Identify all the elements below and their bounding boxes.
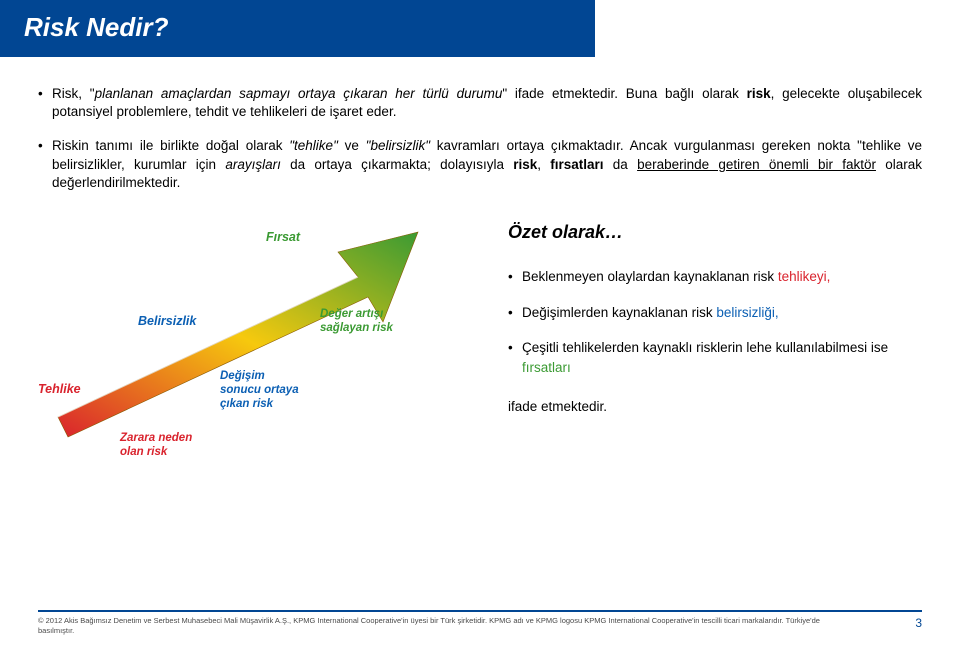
- summary-item: Değişimlerden kaynaklanan risk belirsizl…: [508, 303, 922, 323]
- summary-item-text: Çeşitli tehlikelerden kaynaklı risklerin…: [522, 340, 888, 355]
- content-area: Risk, "planlanan amaçlardan sapmayı orta…: [0, 57, 960, 462]
- label-deger-line2: sağlayan risk: [320, 322, 393, 334]
- summary-item-highlight: tehlikeyi,: [778, 269, 831, 284]
- summary-item: ifade etmektedir.: [508, 397, 922, 417]
- label-degisim: Değişim sonucu ortaya çıkan risk: [220, 370, 299, 411]
- paragraph-1: Risk, "planlanan amaçlardan sapmayı orta…: [38, 85, 922, 121]
- p2-mid5: da: [604, 157, 638, 172]
- summary-item: Beklenmeyen olaylardan kaynaklanan risk …: [508, 267, 922, 287]
- p2-bold2: fırsatları: [550, 157, 603, 172]
- footer-rule: [38, 610, 922, 612]
- label-firsat: Fırsat: [266, 230, 300, 245]
- label-degisim-line3: çıkan risk: [220, 398, 273, 410]
- summary-item: Çeşitli tehlikelerden kaynaklı risklerin…: [508, 338, 922, 377]
- label-zarara-line2: olan risk: [120, 446, 167, 458]
- label-deger-artisi: Değer artışı sağlayan risk: [320, 308, 393, 336]
- summary-item-text: Değişimlerden kaynaklanan risk: [522, 305, 716, 320]
- p1-ital: planlanan amaçlardan sapmayı ortaya çıka…: [95, 86, 503, 101]
- p1-pre: Risk, ": [52, 86, 95, 101]
- summary-item-text: Beklenmeyen olaylardan kaynaklanan risk: [522, 269, 778, 284]
- p2-ital3: arayışları: [225, 157, 281, 172]
- p1-bold1: risk: [747, 86, 771, 101]
- p2-bold1: risk: [513, 157, 537, 172]
- diagram: Fırsat Belirsizlik Tehlike Değer artışı …: [38, 222, 478, 462]
- label-zarara-line1: Zarara neden: [120, 432, 192, 444]
- paragraph-2: Riskin tanımı ile birlikte doğal olarak …: [38, 137, 922, 192]
- label-degisim-line2: sonucu ortaya: [220, 384, 299, 396]
- summary-list: Beklenmeyen olaylardan kaynaklanan risk …: [508, 267, 922, 417]
- label-deger-line1: Değer artışı: [320, 308, 383, 320]
- page-title: Risk Nedir?: [24, 12, 571, 43]
- footer-copyright: © 2012 Akis Bağımsız Denetim ve Serbest …: [38, 616, 838, 635]
- summary: Özet olarak… Beklenmeyen olaylardan kayn…: [478, 222, 922, 462]
- summary-title: Özet olarak…: [508, 222, 922, 243]
- p2-under: beraberinde getiren önemli bir faktör: [637, 157, 876, 172]
- page-number: 3: [915, 616, 922, 630]
- p1-mid: " ifade etmektedir. Buna bağlı olarak: [502, 86, 746, 101]
- p2-mid4: ,: [537, 157, 550, 172]
- label-tehlike: Tehlike: [38, 382, 81, 397]
- p2-ital1: "tehlike": [289, 138, 338, 153]
- summary-item-highlight: fırsatları: [522, 360, 571, 375]
- label-belirsizlik: Belirsizlik: [138, 314, 196, 329]
- summary-item-text: ifade etmektedir.: [508, 399, 607, 414]
- p2-pre: Riskin tanımı ile birlikte doğal olarak: [52, 138, 289, 153]
- gradient-arrow-icon: [38, 222, 438, 462]
- p2-mid1: ve: [338, 138, 366, 153]
- label-zarara: Zarara neden olan risk: [120, 432, 192, 460]
- label-degisim-line1: Değişim: [220, 370, 265, 382]
- footer-row: © 2012 Akis Bağımsız Denetim ve Serbest …: [38, 616, 922, 635]
- p2-mid3: da ortaya çıkarmakta; dolayısıyla: [281, 157, 513, 172]
- diagram-row: Fırsat Belirsizlik Tehlike Değer artışı …: [38, 222, 922, 462]
- summary-item-highlight: belirsizliği,: [716, 305, 778, 320]
- title-bar: Risk Nedir?: [0, 0, 595, 57]
- footer: © 2012 Akis Bağımsız Denetim ve Serbest …: [0, 610, 960, 635]
- p2-ital2: "belirsizlik": [366, 138, 430, 153]
